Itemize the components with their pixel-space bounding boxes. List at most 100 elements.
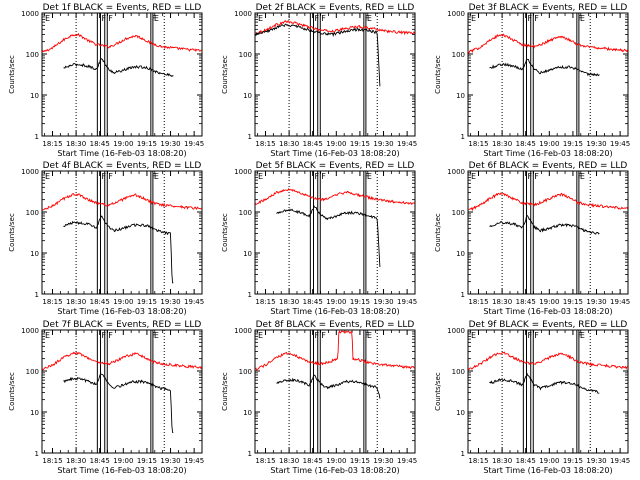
y-tick-label: 1000 [447,168,465,176]
y-tick-label: 1 [248,133,252,141]
x-axis-label: Start Time (16-Feb-03 18:08:20) [270,149,399,158]
x-tick-label: 19:15 [137,457,157,465]
y-axis-label: Counts/sec [8,372,16,411]
plot-frame [41,12,203,137]
y-tick-label: 10 [456,250,465,258]
x-tick-label: 18:45 [90,140,110,148]
event-label: E [154,172,159,181]
events-series-line [63,373,174,434]
x-tick-label: 19:00 [113,298,133,306]
event-label: E [367,14,372,23]
event-label: F [101,14,106,23]
y-tick-label: 10 [456,409,465,417]
x-tick-label: 18:15 [255,457,275,465]
y-tick-label: 1 [461,291,465,299]
x-axis-label: Start Time (16-Feb-03 18:08:20) [270,466,399,475]
event-label: F [108,14,113,23]
plot-title: Det 9f BLACK = Events, RED = LLD [469,320,628,330]
x-tick-label: 18:15 [42,457,62,465]
x-tick-label: 19:45 [184,298,204,306]
event-label: F [365,331,370,340]
plot-panel: Det 2f BLACK = Events, RED = LLD 1 10 100 10… [221,3,417,158]
y-tick-label: 10 [30,409,39,417]
plot-frame [467,170,629,295]
x-tick-label: 19:30 [160,298,180,306]
y-tick-label: 1000 [447,10,465,18]
x-tick-label: 18:45 [90,457,110,465]
x-tick-label: 19:15 [350,140,370,148]
x-axis-label: Start Time (16-Feb-03 18:08:20) [270,307,399,316]
x-tick-label: 19:45 [184,457,204,465]
events-series-line [276,374,381,399]
event-label: F [534,14,539,23]
y-axis-label: Counts/sec [8,55,16,94]
x-tick-label: 18:45 [303,457,323,465]
x-tick-label: 19:45 [610,457,630,465]
y-tick-label: 1000 [447,327,465,335]
y-tick-label: 1 [248,291,252,299]
plot-frame [254,170,416,295]
event-label: F [152,172,157,181]
event-label: E [258,14,263,23]
x-tick-label: 19:30 [160,140,180,148]
y-tick-label: 100 [452,51,465,59]
y-tick-label: 1 [248,450,252,458]
event-label: E [580,14,585,23]
events-series-line [63,215,174,284]
y-tick-label: 1000 [234,10,252,18]
event-label: E [45,14,50,23]
x-tick-label: 18:30 [492,298,512,306]
y-axis-label: Counts/sec [221,55,229,94]
y-tick-label: 100 [452,209,465,217]
plot-title: Det 1f BLACK = Events, RED = LLD [43,3,202,13]
lld-series-line [41,351,203,371]
events-series-line [254,23,381,87]
x-tick-label: 19:15 [350,298,370,306]
lld-series-line [41,32,202,53]
plot-panel: Det 6f BLACK = Events, RED = LLD 1 10 100 10… [434,161,630,316]
x-tick-label: 19:00 [113,140,133,148]
plot-panel: Det 9f BLACK = Events, RED = LLD 1 10 100 10… [434,320,630,475]
event-label: E [471,172,476,181]
events-series-line [276,204,381,268]
x-tick-label: 19:45 [610,298,630,306]
x-tick-label: 18:30 [66,140,86,148]
plot-panel: Det 7f BLACK = Events, RED = LLD 1 10 100 10… [8,320,204,475]
y-tick-label: 1000 [21,327,39,335]
y-tick-label: 1 [35,133,39,141]
event-label: F [321,172,326,181]
y-axis-label: Counts/sec [434,55,442,94]
x-tick-label: 19:00 [539,457,559,465]
event-label: F [314,172,319,181]
y-tick-label: 100 [26,209,39,217]
event-label: E [45,331,50,340]
x-tick-label: 18:45 [303,298,323,306]
plot-frame [467,329,629,454]
event-label: F [314,331,319,340]
x-tick-label: 18:30 [492,457,512,465]
event-label: E [367,172,372,181]
x-axis-label: Start Time (16-Feb-03 18:08:20) [483,307,612,316]
plot-title: Det 3f BLACK = Events, RED = LLD [469,3,628,13]
x-tick-label: 19:30 [586,457,606,465]
event-label: F [321,14,326,23]
plot-frame [254,329,416,454]
plot-title: Det 6f BLACK = Events, RED = LLD [469,161,628,171]
x-tick-label: 18:15 [468,457,488,465]
event-label: F [365,14,370,23]
lld-series-line [255,19,415,36]
lld-series-line [468,192,628,212]
x-tick-label: 19:45 [397,140,417,148]
plot-title: Det 4f BLACK = Events, RED = LLD [43,161,202,171]
y-tick-label: 100 [26,368,39,376]
x-tick-label: 18:15 [468,140,488,148]
x-tick-label: 18:30 [279,298,299,306]
x-tick-label: 19:15 [137,140,157,148]
x-tick-label: 19:45 [397,298,417,306]
y-axis-label: Counts/sec [221,213,229,252]
x-axis-label: Start Time (16-Feb-03 18:08:20) [57,307,186,316]
x-tick-label: 19:30 [160,457,180,465]
y-tick-label: 1 [35,450,39,458]
x-tick-label: 18:15 [468,298,488,306]
